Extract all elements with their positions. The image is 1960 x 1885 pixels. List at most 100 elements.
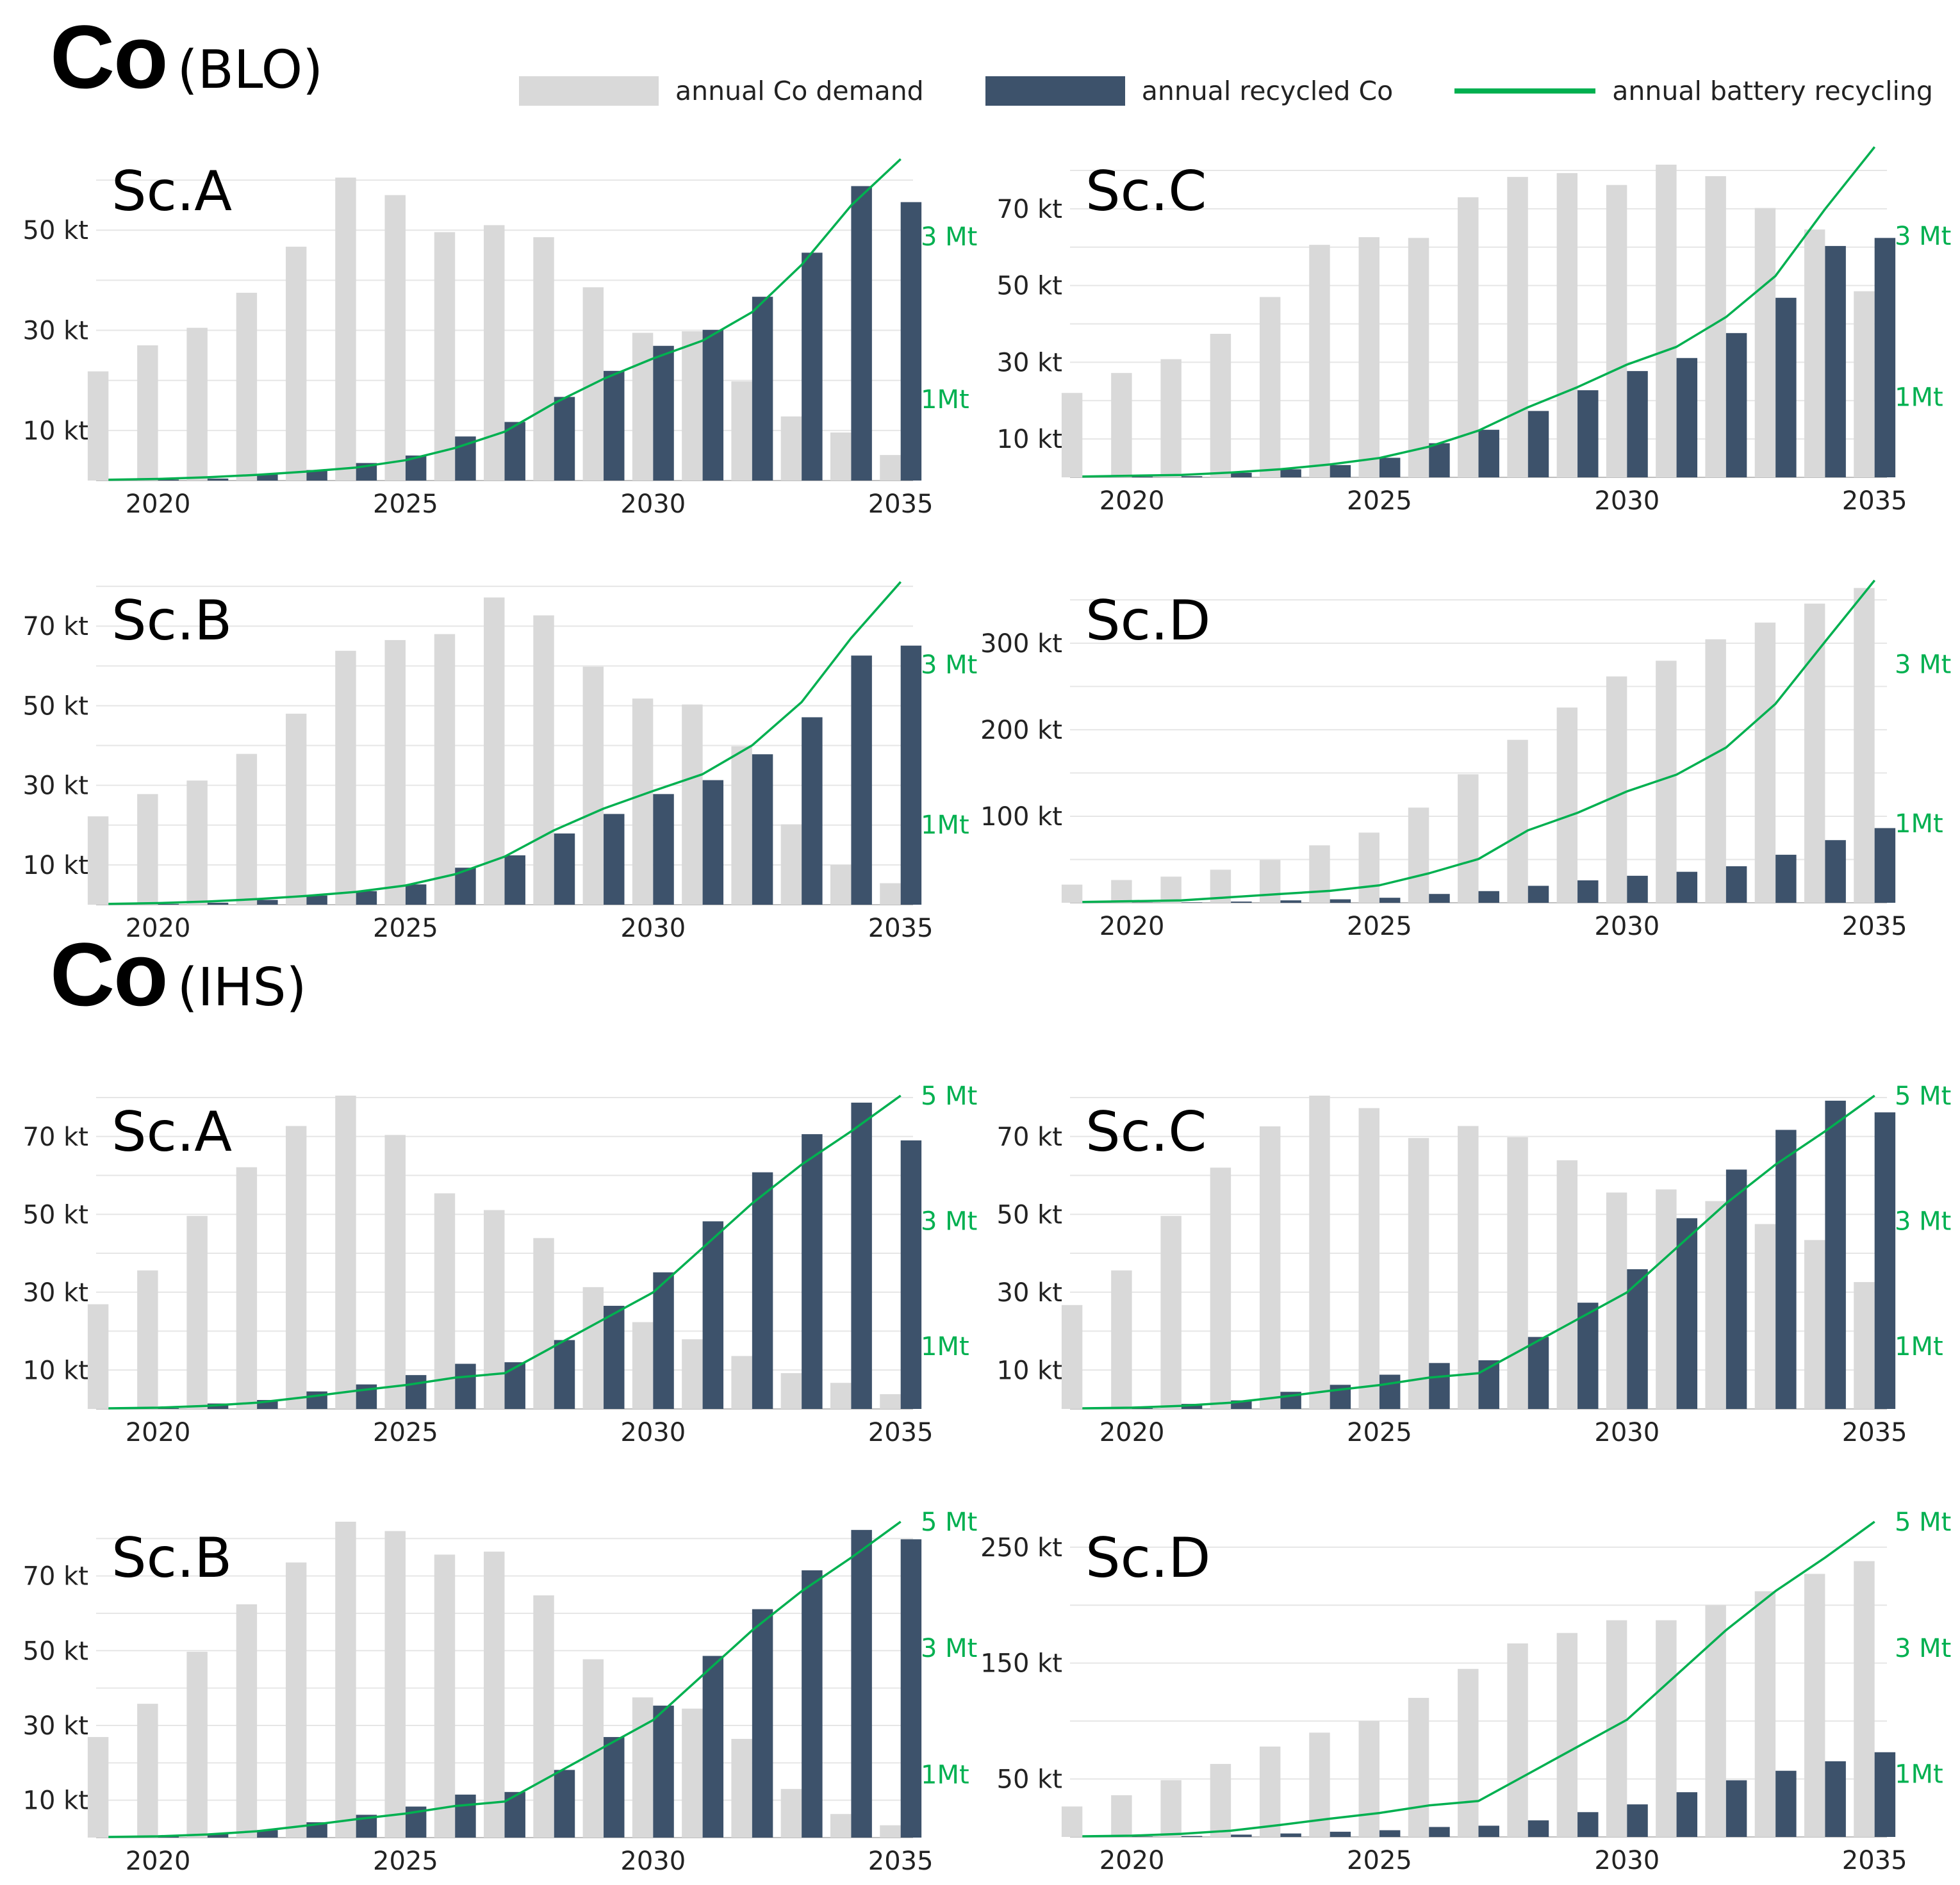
y2-tick-label: 5 Mt xyxy=(1895,1508,1951,1537)
y-tick-label: 10 kt xyxy=(23,1786,88,1816)
bar-recycled xyxy=(1825,245,1846,477)
y2-tick-label: 3 Mt xyxy=(921,650,977,680)
bar-demand xyxy=(1160,877,1182,903)
bar-recycled xyxy=(207,902,229,905)
bar-recycled xyxy=(306,895,327,905)
bar-demand xyxy=(1061,884,1083,903)
bar-demand xyxy=(1705,1605,1726,1837)
bar-demand xyxy=(1754,622,1776,903)
bar-demand xyxy=(533,615,554,905)
bar-demand xyxy=(830,432,852,481)
bar-demand xyxy=(484,597,505,905)
bar-recycled xyxy=(1775,297,1797,477)
bar-demand xyxy=(632,698,654,905)
bar-recycled xyxy=(1528,885,1549,903)
panel-title: Sc.A xyxy=(111,160,232,224)
bar-demand xyxy=(1309,1096,1330,1409)
y-tick-label: 70 kt xyxy=(997,195,1062,224)
bar-recycled xyxy=(1528,1337,1549,1409)
bar-demand xyxy=(830,1814,852,1838)
bar-demand xyxy=(1804,1240,1825,1409)
x-tick-label: 2025 xyxy=(1347,1418,1412,1447)
chart-ihs-sc-c: 10 kt 30 kt 50 kt 70 kt 1Mt 3 Mt 5 Mt 2020 2025 2… xyxy=(997,1082,1952,1447)
bar-demand xyxy=(632,1322,654,1409)
bar-demand xyxy=(731,746,752,905)
x-tick-label: 2025 xyxy=(373,914,438,943)
bar-demand xyxy=(1507,1137,1528,1409)
y-tick-label: 50 kt xyxy=(997,1765,1062,1795)
bar-demand xyxy=(137,345,158,481)
bar-recycled xyxy=(1775,1770,1797,1837)
legend-line-battery xyxy=(1454,88,1596,94)
bar-demand xyxy=(484,225,505,481)
bar-demand xyxy=(731,1356,752,1409)
x-tick-label: 2025 xyxy=(373,490,438,519)
bar-demand xyxy=(1507,1643,1528,1837)
legend-swatch-recycled xyxy=(985,76,1125,106)
y-tick-label: 30 kt xyxy=(997,1278,1062,1308)
bar-demand xyxy=(880,455,901,481)
bar-recycled xyxy=(604,370,625,481)
bar-recycled xyxy=(1676,358,1698,477)
bar-recycled xyxy=(653,1706,674,1838)
section-source: (IHS) xyxy=(177,957,307,1018)
y2-tick-label: 1Mt xyxy=(921,1332,969,1362)
legend-item-battery: annual battery recycling xyxy=(1454,76,1933,106)
y-tick-label: 30 kt xyxy=(997,348,1062,377)
y-tick-label: 70 kt xyxy=(23,1562,88,1592)
bar-recycled xyxy=(455,1794,476,1838)
bar-demand xyxy=(1309,245,1330,477)
bar-recycled xyxy=(653,1272,674,1409)
panel-title: Sc.B xyxy=(111,589,232,653)
bar-recycled xyxy=(653,794,674,905)
line-battery-recycling xyxy=(1082,579,1876,903)
section-source: (BLO) xyxy=(177,40,324,101)
bar-recycled xyxy=(851,1102,872,1409)
bar-recycled xyxy=(1231,1834,1252,1837)
bar-demand xyxy=(682,331,703,481)
bar-recycled xyxy=(1874,1752,1896,1837)
y2-tick-label: 1Mt xyxy=(1895,383,1943,412)
bar-demand xyxy=(384,639,406,905)
bar-recycled xyxy=(1577,1303,1599,1409)
y2-tick-label: 3 Mt xyxy=(1895,650,1951,679)
panel-title: Sc.D xyxy=(1085,1526,1210,1590)
bar-demand xyxy=(1854,1281,1875,1409)
bar-demand xyxy=(1458,1126,1479,1409)
bar-recycled xyxy=(257,900,278,905)
line-battery-recycling xyxy=(108,581,902,905)
bar-demand xyxy=(1358,832,1379,903)
bar-recycled xyxy=(1231,901,1252,903)
y-tick-label: 30 kt xyxy=(23,1278,88,1308)
bar-demand xyxy=(1061,1305,1083,1409)
y-tick-label: 30 kt xyxy=(23,771,88,801)
bar-demand xyxy=(87,371,109,481)
bar-recycled xyxy=(802,717,823,905)
bar-demand xyxy=(731,1738,752,1838)
bar-demand xyxy=(1754,208,1776,477)
bar-demand xyxy=(830,1383,852,1409)
bar-recycled xyxy=(554,833,575,905)
bar-demand xyxy=(1556,707,1578,903)
bar-recycled xyxy=(504,855,525,905)
bar-demand xyxy=(1854,1561,1875,1837)
bar-demand xyxy=(285,1562,307,1838)
line-battery-recycling xyxy=(1082,1094,1875,1410)
bar-demand xyxy=(1160,359,1182,477)
bar-recycled xyxy=(1231,472,1252,477)
chart-legend: annual Co demand annual recycled Co annu… xyxy=(519,72,1933,110)
x-tick-label: 2030 xyxy=(1594,486,1659,516)
bar-demand xyxy=(1656,661,1677,903)
bar-recycled xyxy=(1627,1804,1648,1837)
y-tick-label: 100 kt xyxy=(980,802,1062,832)
bar-recycled xyxy=(158,479,179,481)
bar-demand xyxy=(236,1604,258,1838)
bar-demand xyxy=(1656,1620,1677,1837)
bar-demand xyxy=(236,292,258,481)
bar-recycled xyxy=(1627,875,1648,903)
bar-demand xyxy=(1556,1633,1578,1837)
bar-demand xyxy=(1358,1108,1379,1409)
y-tick-label: 10 kt xyxy=(23,416,88,446)
section-title-ihs: Co (IHS) xyxy=(50,923,307,1026)
bar-demand xyxy=(533,237,554,481)
